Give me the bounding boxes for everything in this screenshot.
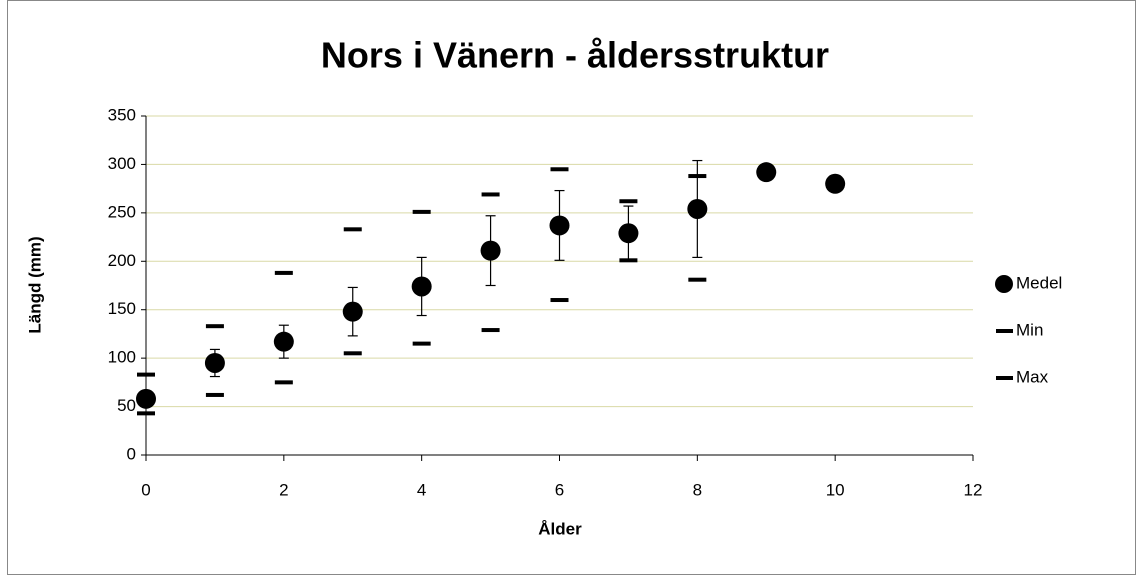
point: [274, 270, 293, 275]
point: [342, 301, 363, 322]
chart-title: Nors i Vänern - åldersstruktur: [321, 35, 829, 76]
legend-label: Max: [1016, 367, 1049, 386]
x-tick-label: 10: [826, 480, 845, 499]
point: [825, 173, 846, 194]
point: [205, 392, 224, 397]
point: [412, 209, 431, 214]
point: [687, 198, 708, 219]
y-tick-label: 100: [108, 348, 136, 367]
point: [411, 276, 432, 297]
chart-border: [7, 0, 1136, 575]
x-tick-label: 2: [279, 480, 288, 499]
point: [137, 411, 155, 416]
point: [481, 328, 500, 333]
point: [549, 215, 570, 236]
point: [688, 174, 707, 179]
x-tick-label: 6: [555, 480, 564, 499]
point: [550, 298, 569, 303]
point: [619, 258, 638, 263]
x-tick-label: 0: [141, 480, 150, 499]
point: [343, 351, 362, 356]
point: [481, 192, 500, 197]
point: [550, 167, 569, 172]
y-tick-label: 200: [108, 251, 136, 270]
x-tick-label: 12: [964, 480, 983, 499]
y-tick-label: 150: [108, 299, 136, 318]
x-tick-label: 4: [417, 480, 426, 499]
point: [205, 324, 224, 329]
point: [204, 352, 225, 373]
point: [343, 227, 362, 232]
y-tick-label: 300: [108, 154, 136, 173]
legend-marker: [996, 329, 1013, 333]
x-tick-label: 8: [693, 480, 702, 499]
x-axis-label: Ålder: [538, 519, 582, 538]
y-axis-label: Längd (mm): [25, 236, 44, 333]
point: [273, 331, 294, 352]
point: [274, 380, 293, 385]
point: [618, 223, 639, 244]
y-tick-label: 350: [108, 105, 136, 124]
point: [688, 277, 707, 282]
y-tick-label: 250: [108, 202, 136, 221]
point: [619, 199, 638, 204]
point: [412, 341, 431, 346]
point: [136, 388, 156, 409]
point: [756, 162, 777, 183]
y-tick-label: 50: [117, 396, 136, 415]
legend-label: Min: [1016, 320, 1043, 339]
legend-marker: [996, 376, 1013, 380]
legend-label: Medel: [1016, 273, 1062, 292]
point: [480, 240, 501, 261]
point: [137, 372, 155, 377]
y-tick-label: 0: [127, 444, 136, 463]
legend-marker: [995, 275, 1013, 293]
